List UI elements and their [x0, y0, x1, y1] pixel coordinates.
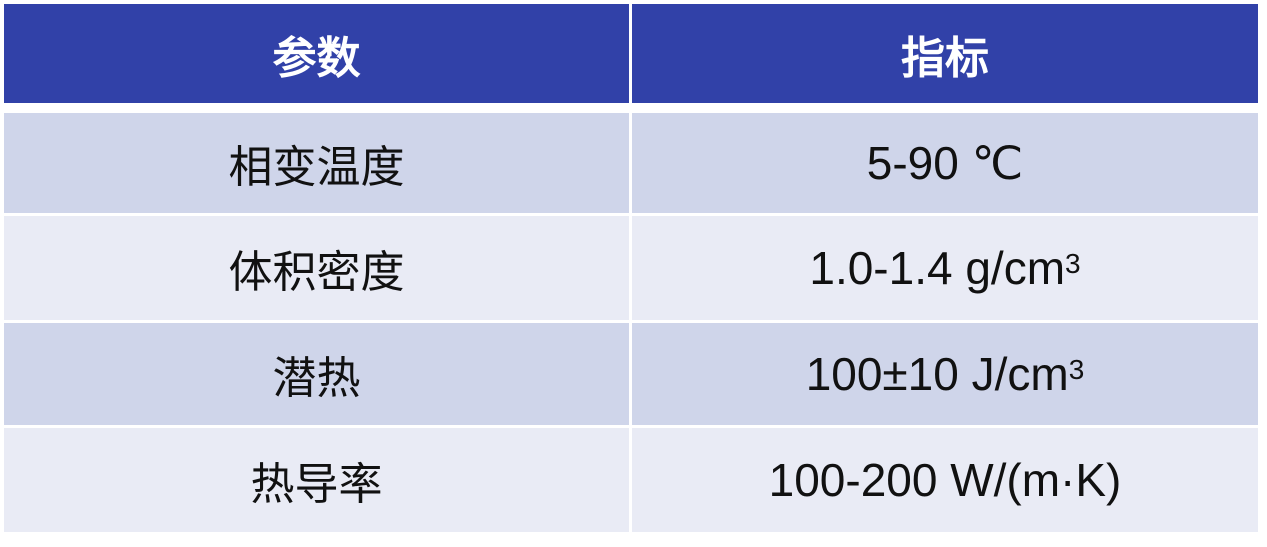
header-spec: 指标 — [632, 4, 1258, 103]
table-row-param: 体积密度 — [4, 216, 629, 320]
header-parameter: 参数 — [4, 4, 629, 103]
table-row-param: 热导率 — [4, 428, 629, 532]
table-row-param: 潜热 — [4, 323, 629, 425]
table-row-value: 1.0-1.4 g/cm 3 — [632, 216, 1258, 320]
table-row-value: 100±10 J/cm 3 — [632, 323, 1258, 425]
table-row-param: 相变温度 — [4, 113, 629, 213]
table-row-value: 100-200 W/(m·K) — [632, 428, 1258, 532]
table-row-value: 5-90 ℃ — [632, 113, 1258, 213]
